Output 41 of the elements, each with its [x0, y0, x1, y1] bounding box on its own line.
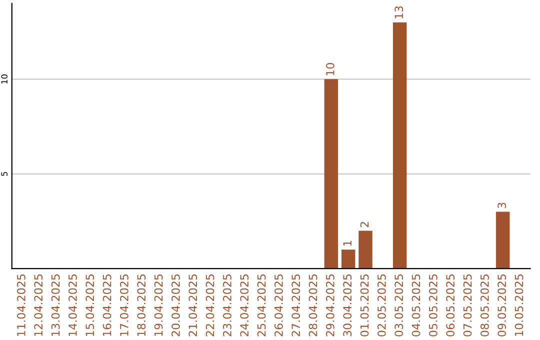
data-label: 2	[360, 222, 369, 228]
x-tick-label: 28.04.2025	[308, 274, 318, 336]
data-label: 3	[498, 202, 506, 208]
x-tick-label: 12.04.2025	[34, 274, 43, 336]
bar	[341, 250, 356, 269]
x-tick-label: 30.04.2025	[343, 274, 352, 336]
x-tick-label: 01.05.2025	[360, 274, 369, 336]
x-tick-label: 22.04.2025	[206, 274, 214, 336]
x-tick-label: 17.04.2025	[120, 274, 128, 336]
x-tick-label: 11.04.2025	[17, 274, 26, 336]
x-tick-label: 14.04.2025	[68, 274, 77, 336]
x-tick-label: 10.05.2025	[514, 274, 524, 336]
x-tick-label: 09.05.2025	[498, 274, 506, 336]
y-tick-label: 5	[1, 172, 8, 176]
x-tick-label: 04.05.2025	[412, 274, 420, 336]
x-tick-label: 06.05.2025	[446, 274, 455, 336]
bar	[324, 79, 338, 269]
x-tick-label: 29.04.2025	[326, 274, 334, 336]
x-tick-label: 16.04.2025	[102, 274, 112, 336]
x-tick-label: 08.05.2025	[480, 274, 489, 336]
x-tick-label: 26.04.2025	[274, 274, 283, 336]
data-label: 10	[326, 62, 334, 76]
data-label: 1	[343, 240, 352, 246]
x-tick-label: 18.04.2025	[137, 274, 146, 336]
data-label: 13	[394, 6, 404, 18]
x-tick-label: 15.04.2025	[86, 274, 94, 336]
x-tick-label: 19.04.2025	[154, 274, 163, 336]
x-tick-label: 25.04.2025	[257, 274, 266, 336]
x-tick-label: 03.05.2025	[394, 274, 404, 336]
bar	[392, 22, 407, 269]
bar	[358, 230, 372, 269]
x-tick-label: 21.04.2025	[188, 274, 198, 336]
x-tick-label: 23.04.2025	[222, 274, 232, 336]
x-tick-label: 07.05.2025	[463, 274, 472, 336]
x-tick-label: 13.04.2025	[51, 274, 60, 336]
bar	[496, 212, 510, 269]
x-tick-label: 05.05.2025	[428, 274, 438, 336]
x-tick-label: 02.05.2025	[377, 274, 386, 336]
x-tick-label: 27.04.2025	[292, 274, 300, 336]
x-tick-label: 24.04.2025	[240, 274, 249, 336]
x-tick-label: 20.04.2025	[171, 274, 180, 336]
